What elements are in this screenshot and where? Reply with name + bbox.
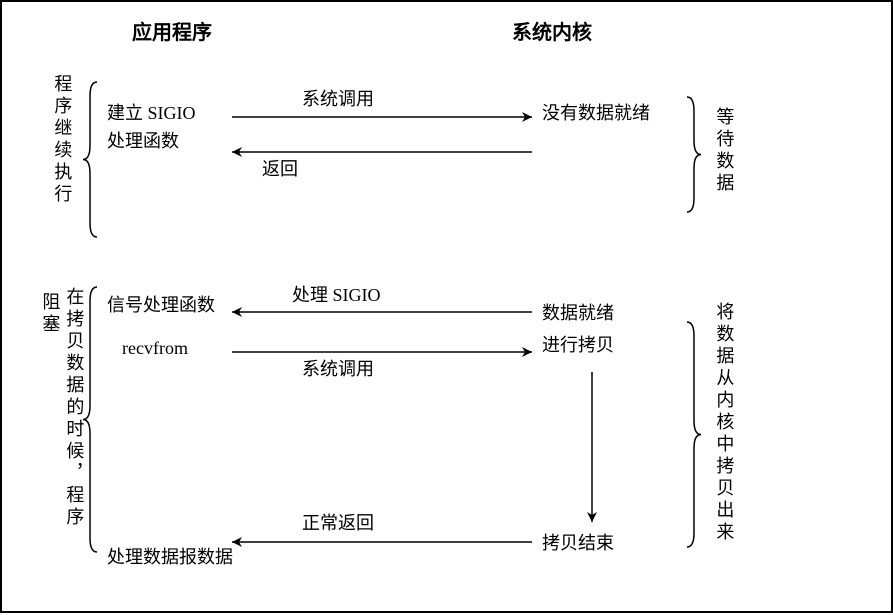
node-process-data: 处理数据报数据	[107, 546, 233, 569]
node-signal-handler: 信号处理函数	[107, 294, 215, 317]
side-label-left-lower-inner: 在拷贝数据的时候，程序	[62, 287, 85, 529]
arrow-label-syscall-2: 系统调用	[302, 358, 374, 381]
arrow-label-syscall-1: 系统调用	[302, 88, 374, 111]
diagram-container: 应用程序 系统内核 程序继续执行 阻塞 在拷贝数据的时候，程序 等待数据 将数据…	[0, 0, 893, 613]
header-left: 应用程序	[132, 20, 212, 46]
node-no-data: 没有数据就绪	[542, 102, 650, 125]
arrow-label-return: 返回	[262, 158, 298, 181]
side-label-right-lower: 将数据从内核中拷贝出来	[712, 302, 735, 544]
node-copy-done: 拷贝结束	[542, 532, 614, 555]
side-label-left-upper: 程序继续执行	[50, 74, 73, 206]
node-setup-sigio-1: 建立 SIGIO	[107, 102, 196, 125]
header-right: 系统内核	[512, 20, 592, 46]
node-data-ready-1: 数据就绪	[542, 302, 614, 325]
side-label-left-lower-outer: 阻塞	[38, 292, 61, 336]
node-recvfrom: recvfrom	[122, 337, 188, 360]
arrow-label-handle-sigio: 处理 SIGIO	[292, 284, 381, 307]
side-label-right-upper: 等待数据	[712, 107, 735, 195]
node-setup-sigio-2: 处理函数	[107, 130, 179, 153]
arrow-label-normal-return: 正常返回	[302, 512, 374, 535]
node-data-ready-2: 进行拷贝	[542, 334, 614, 357]
